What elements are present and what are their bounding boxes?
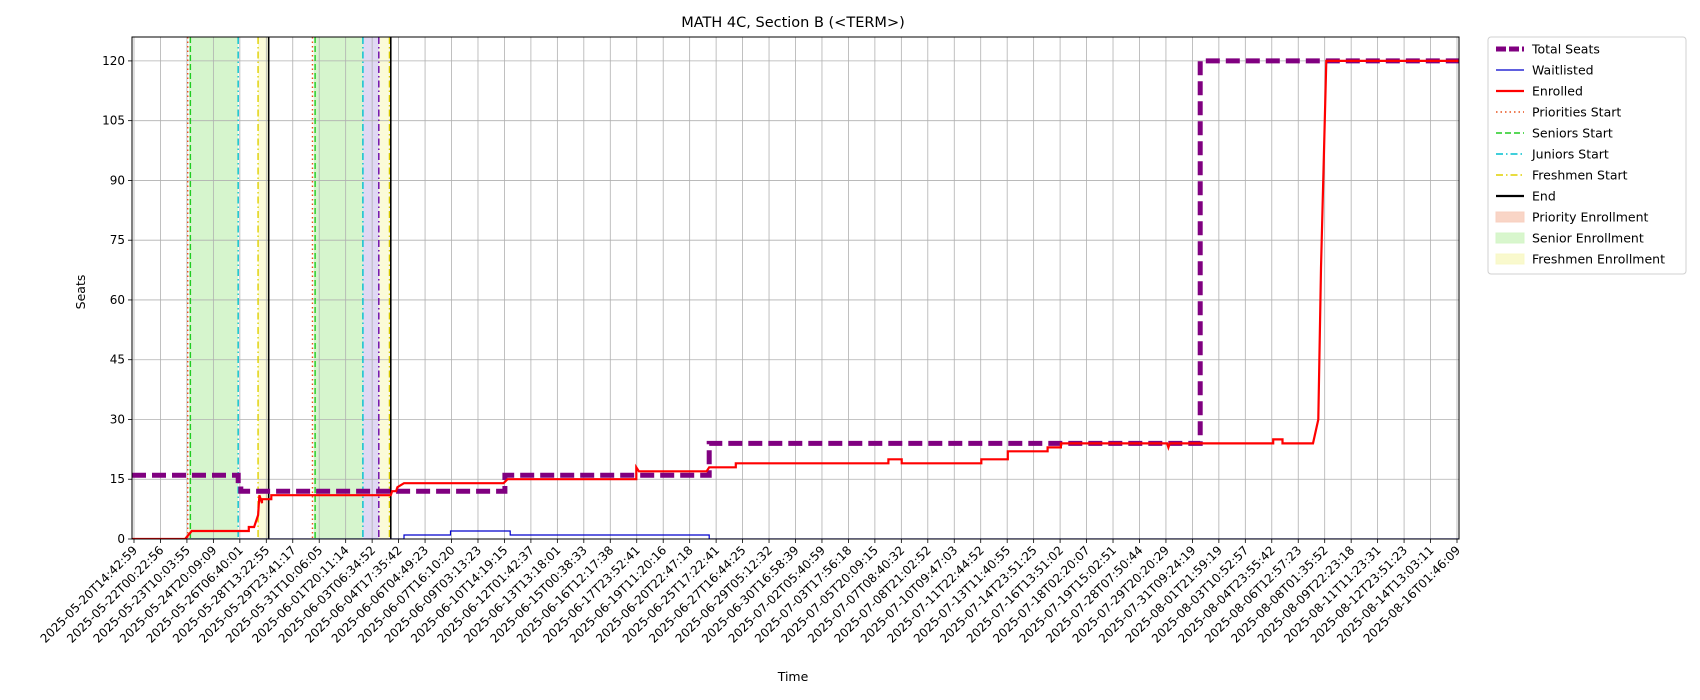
y-tick-label-8: 120 (102, 54, 125, 68)
y-tick-label-5: 75 (110, 233, 125, 247)
y-tick-label-4: 60 (110, 293, 125, 307)
x-axis-ticks: 2025-05-20T14:42:592025-05-22T00:22:5620… (38, 539, 1463, 646)
y-axis-ticks: 0 15 30 45 60 75 90 105 120 (102, 54, 132, 546)
y-tick-label-0: 0 (117, 532, 125, 546)
x-axis-title: Time (777, 669, 809, 684)
legend-frame (1487, 36, 1687, 275)
chart-title: MATH 4C, Section B (<TERM>) (681, 15, 905, 31)
legend: Total Seats Waitlisted Enrolled Priorities … (1487, 36, 1687, 275)
shaded-region-3 (362, 37, 379, 539)
legend-label-total-seats: Total Seats (1531, 42, 1600, 57)
series-line-enrolled (132, 59, 1459, 539)
data-series (132, 58, 1459, 539)
y-tick-label-2: 30 (110, 412, 125, 426)
shaded-regions (189, 37, 390, 539)
shaded-region-4 (378, 37, 390, 539)
legend-label-seniors-start: Seniors Start (1532, 126, 1613, 141)
legend-swatch-freshmen-enrollment (1495, 253, 1525, 265)
legend-label-waitlisted: Waitlisted (1532, 63, 1594, 78)
legend-label-freshmen-start: Freshmen Start (1532, 168, 1628, 183)
series-line-waitlisted (132, 530, 1459, 539)
legend-label-priorities-start: Priorities Start (1532, 105, 1621, 120)
legend-label-freshmen-enrollment: Freshmen Enrollment (1532, 252, 1665, 267)
shaded-region-2 (313, 37, 363, 539)
grid-lines (132, 37, 1459, 540)
legend-label-end: End (1532, 189, 1556, 204)
y-tick-label-3: 45 (110, 353, 125, 367)
legend-label-enrolled: Enrolled (1532, 84, 1583, 99)
legend-label-juniors-start: Juniors Start (1531, 147, 1609, 162)
legend-swatch-priority-enrollment (1495, 211, 1525, 223)
legend-swatch-senior-enrollment (1495, 232, 1525, 244)
y-tick-label-7: 105 (102, 114, 125, 128)
y-tick-label-6: 90 (110, 173, 125, 187)
shaded-region-1 (258, 37, 269, 539)
legend-label-priority-enrollment: Priority Enrollment (1532, 210, 1649, 225)
y-axis-title: Seats (73, 275, 88, 310)
legend-label-senior-enrollment: Senior Enrollment (1532, 231, 1644, 246)
y-tick-label-1: 15 (110, 472, 125, 486)
event-lines (187, 37, 392, 539)
